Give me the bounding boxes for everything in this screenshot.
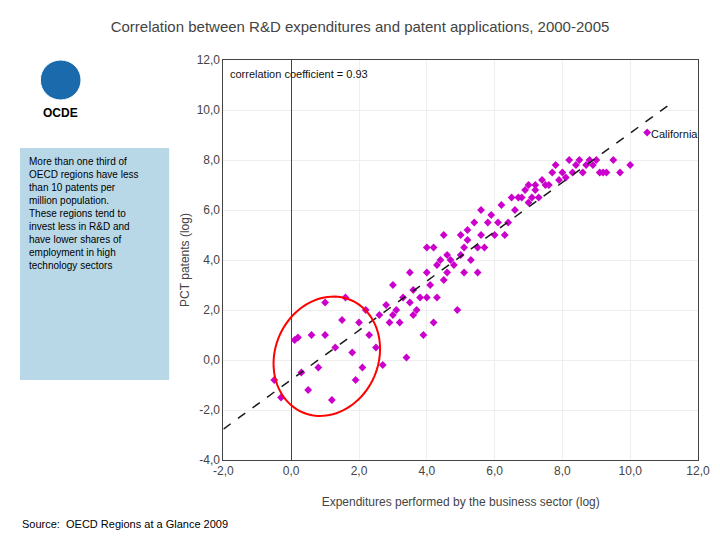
- svg-text:4,0: 4,0: [418, 464, 435, 478]
- svg-text:-4,0: -4,0: [199, 453, 220, 467]
- svg-text:California: California: [651, 128, 698, 140]
- svg-text:More than one third ofOECD reg: More than one third ofOECD regions have …: [29, 156, 139, 271]
- svg-text:4,0: 4,0: [203, 253, 220, 267]
- svg-text:2,0: 2,0: [351, 464, 368, 478]
- svg-text:12,0: 12,0: [686, 464, 710, 478]
- svg-text:Correlation between R&D expend: Correlation between R&D expenditures and…: [111, 18, 610, 35]
- svg-text:12,0: 12,0: [197, 53, 221, 67]
- svg-text:0,0: 0,0: [283, 464, 300, 478]
- svg-text:2,0: 2,0: [203, 303, 220, 317]
- svg-text:Expenditures performed by the: Expenditures performed by the business s…: [322, 495, 600, 509]
- svg-text:10,0: 10,0: [619, 464, 643, 478]
- svg-text:Source: OECD Regions at a Gla: Source: OECD Regions at a Glance 2009: [22, 518, 228, 530]
- svg-text:6,0: 6,0: [486, 464, 503, 478]
- svg-text:correlation coefficient = 0.93: correlation coefficient = 0.93: [230, 68, 368, 80]
- svg-text:PCT patents (log): PCT patents (log): [178, 213, 192, 307]
- svg-text:8,0: 8,0: [203, 153, 220, 167]
- svg-text:6,0: 6,0: [203, 203, 220, 217]
- svg-text:-2,0: -2,0: [199, 403, 220, 417]
- svg-text:-2,0: -2,0: [213, 464, 234, 478]
- svg-text:OCDE: OCDE: [43, 106, 78, 120]
- svg-text:8,0: 8,0: [554, 464, 571, 478]
- svg-text:10,0: 10,0: [197, 103, 221, 117]
- svg-text:0,0: 0,0: [203, 353, 220, 367]
